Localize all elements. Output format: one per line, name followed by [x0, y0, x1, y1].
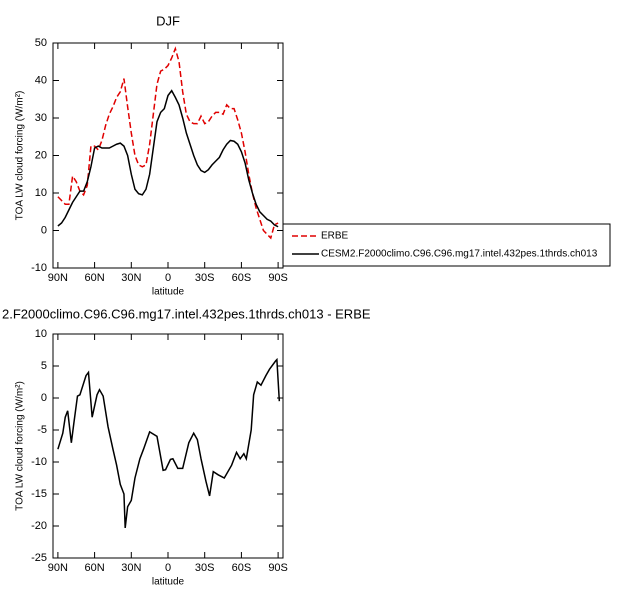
- x-tick-label: 0: [165, 562, 171, 574]
- y-tick-label: -20: [31, 520, 47, 532]
- legend-label: CESM2.F2000climo.C96.C96.mg17.intel.432p…: [321, 249, 598, 260]
- y-tick-label: 50: [35, 37, 47, 49]
- x-tick-label: 60N: [85, 562, 105, 574]
- x-tick-label: 90S: [268, 562, 288, 574]
- x-axis-label: latitude: [152, 287, 185, 298]
- y-tick-label: -10: [31, 456, 47, 468]
- series-line: [57, 89, 279, 228]
- y-tick-label: -10: [31, 262, 47, 274]
- x-tick-label: 90S: [268, 272, 288, 284]
- x-tick-label: 90N: [48, 272, 68, 284]
- y-tick-label: 20: [35, 149, 47, 161]
- x-tick-label: 60S: [232, 562, 252, 574]
- x-tick-label: 30S: [195, 272, 215, 284]
- x-tick-label: 0: [165, 272, 171, 284]
- y-tick-label: -25: [31, 552, 47, 564]
- y-tick-label: -15: [31, 488, 47, 500]
- x-tick-label: 30N: [121, 272, 141, 284]
- x-tick-label: 90N: [48, 562, 68, 574]
- legend-label: ERBE: [321, 231, 349, 242]
- y-tick-label: 0: [41, 224, 47, 236]
- y-tick-label: -5: [37, 424, 47, 436]
- y-tick-label: 10: [35, 187, 47, 199]
- y-axis-label: TOA LW cloud forcing (W/m²): [15, 91, 26, 221]
- series-line: [57, 46, 279, 240]
- plot-frame: [52, 42, 284, 269]
- legend-box: [282, 223, 611, 267]
- y-tick-label: 30: [35, 112, 47, 124]
- x-tick-label: 30N: [121, 562, 141, 574]
- series-line: [57, 357, 281, 529]
- y-tick-label: 0: [41, 392, 47, 404]
- y-tick-label: 40: [35, 74, 47, 86]
- y-tick-label: 10: [35, 328, 47, 340]
- x-tick-label: 60S: [232, 272, 252, 284]
- x-axis-label: latitude: [152, 577, 185, 588]
- chart-title: 2.F2000climo.C96.C96.mg17.intel.432pes.1…: [2, 306, 371, 321]
- x-tick-label: 60N: [85, 272, 105, 284]
- x-tick-label: 30S: [195, 562, 215, 574]
- y-axis-label: TOA LW cloud forcing (W/m²): [15, 381, 26, 511]
- y-tick-label: 5: [41, 360, 47, 372]
- chart-title: DJF: [156, 13, 180, 28]
